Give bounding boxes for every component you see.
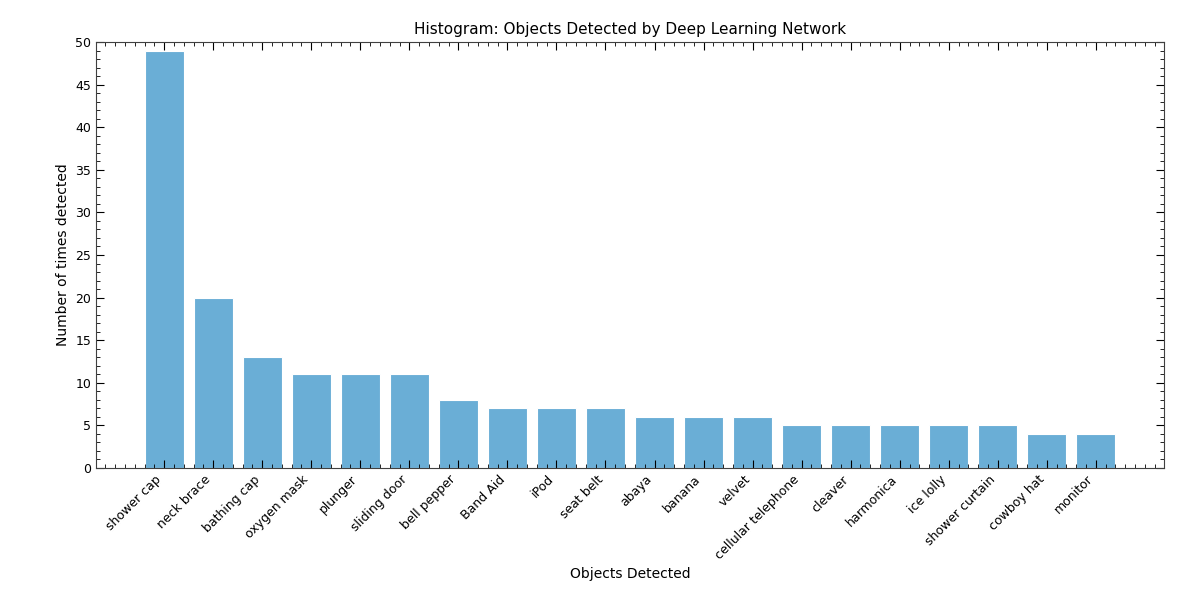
Bar <box>193 298 233 468</box>
Title: Histogram: Objects Detected by Deep Learning Network: Histogram: Objects Detected by Deep Lear… <box>414 22 846 37</box>
Bar <box>684 417 724 468</box>
Bar <box>390 374 428 468</box>
Bar <box>586 409 625 468</box>
Bar <box>487 409 527 468</box>
Bar <box>144 50 184 468</box>
Bar <box>536 409 576 468</box>
Bar <box>880 425 919 468</box>
Bar <box>733 417 773 468</box>
Bar <box>929 425 968 468</box>
Bar <box>635 417 674 468</box>
Bar <box>782 425 821 468</box>
Bar <box>341 374 380 468</box>
Bar <box>832 425 870 468</box>
Y-axis label: Number of times detected: Number of times detected <box>55 164 70 346</box>
Bar <box>1027 434 1067 468</box>
Bar <box>292 374 331 468</box>
X-axis label: Objects Detected: Objects Detected <box>570 568 690 581</box>
Bar <box>1076 434 1116 468</box>
Bar <box>242 357 282 468</box>
Bar <box>439 400 478 468</box>
Bar <box>978 425 1018 468</box>
